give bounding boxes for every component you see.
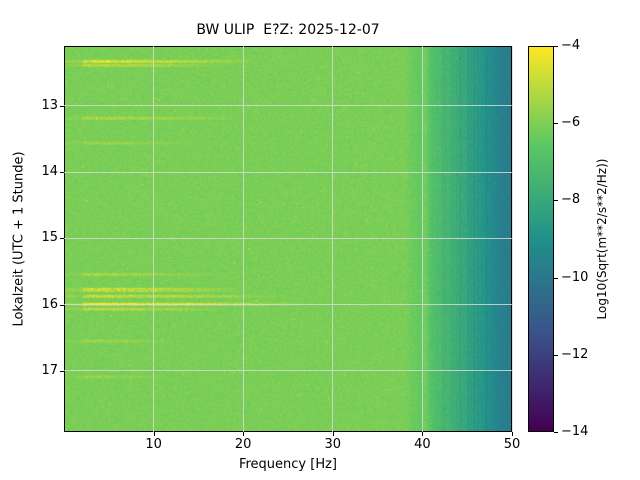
colorbar-tick-label: −8	[561, 192, 581, 208]
y-axis-label: Lokalzeit (UTC + 1 Stunde)	[11, 151, 27, 327]
y-tick-label: 14	[41, 164, 58, 179]
x-tick-mark	[153, 432, 155, 436]
colorbar-tick-label: −14	[561, 424, 589, 439]
x-tick-label: 40	[414, 437, 431, 452]
x-tick-label: 10	[145, 437, 162, 452]
colorbar-tick-mark	[554, 46, 558, 47]
y-tick-mark	[60, 238, 64, 240]
colorbar-label: Log10(Sqrt(m**2/s**2/Hz))	[595, 158, 609, 320]
colorbar-tick-mark	[554, 277, 558, 279]
colorbar-tick-mark	[554, 354, 558, 356]
colorbar-tick-mark	[554, 432, 558, 433]
plot-area	[64, 46, 512, 432]
y-tick-label: 17	[41, 362, 58, 378]
x-axis-label: Frequency [Hz]	[238, 457, 338, 472]
x-tick-label: 20	[234, 437, 252, 452]
y-tick-mark	[60, 172, 64, 173]
colorbar	[528, 46, 554, 432]
colorbar-tick-mark	[554, 200, 558, 202]
y-tick-mark	[60, 304, 64, 306]
x-tick-label: 50	[503, 437, 521, 452]
y-tick-mark	[60, 370, 64, 372]
x-tick-label: 30	[324, 437, 342, 452]
x-tick-mark	[332, 432, 334, 436]
spectrogram-heatmap-canvas	[65, 47, 511, 431]
y-tick-mark	[60, 105, 64, 107]
y-tick-label: 16	[41, 296, 58, 312]
y-tick-label: 15	[41, 230, 58, 246]
x-tick-mark	[512, 432, 513, 436]
colorbar-tick-label: −10	[561, 269, 589, 285]
colorbar-tick-mark	[554, 123, 558, 125]
colorbar-gradient-canvas	[529, 47, 553, 431]
colorbar-tick-label: −12	[561, 346, 589, 362]
colorbar-tick-label: −4	[561, 38, 581, 53]
x-tick-mark	[243, 432, 245, 436]
y-tick-label: 13	[41, 97, 58, 113]
x-tick-mark	[422, 432, 424, 436]
chart-title: BW ULIP E?Z: 2025-12-07	[196, 22, 380, 38]
colorbar-tick-label: −6	[561, 115, 581, 131]
